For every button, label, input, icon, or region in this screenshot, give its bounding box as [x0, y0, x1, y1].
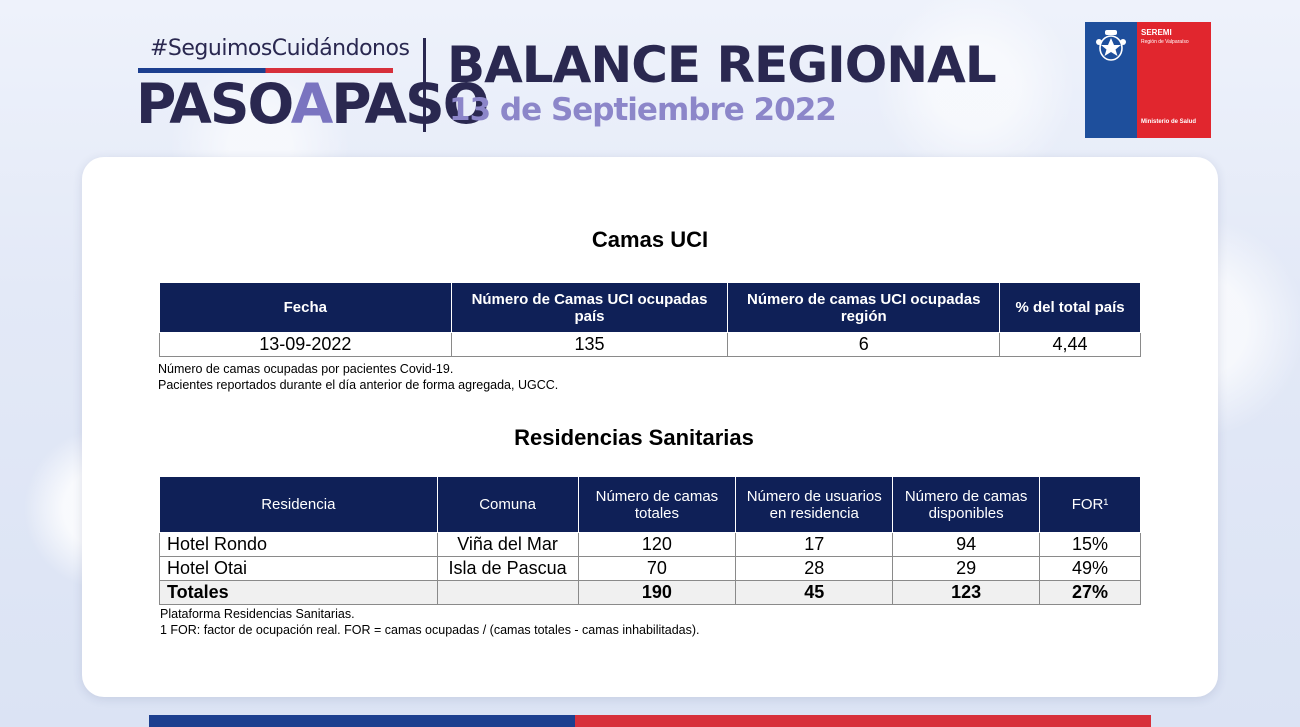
header-divider [423, 38, 426, 132]
uci-porcentaje: 4,44 [999, 332, 1141, 357]
residencias-table: Residencia Comuna Número de camas totale… [159, 476, 1141, 605]
brand-logo: PASOAPASO [136, 72, 490, 136]
totals-row: Totales 190 45 123 27% [159, 580, 1141, 605]
page-date: 13 de Septiembre 2022 [449, 92, 837, 128]
res-header-usuarios: Número de usuarios en residencia [735, 476, 894, 533]
res-cell: 49% [1039, 556, 1141, 581]
uci-header-pais: Número de Camas UCI ocupadas país [450, 282, 729, 333]
res-cell: Hotel Rondo [159, 532, 438, 557]
brand-mid: A [290, 72, 334, 136]
brand-left: PASO [136, 72, 293, 136]
hashtag: #SeguimosCuidándonos [150, 36, 410, 61]
coat-of-arms-icon [1096, 30, 1126, 61]
logo-blue-block [1085, 22, 1137, 138]
table-row: Hotel Otai Isla de Pascua 70 28 29 49% [159, 556, 1141, 581]
brand-right: PASO [331, 72, 489, 136]
res-cell: 120 [577, 532, 737, 557]
uci-header-fecha: Fecha [159, 282, 452, 333]
res-cell: 70 [577, 556, 737, 581]
totals-label: Totales [159, 580, 438, 605]
table-row: Hotel Rondo Viña del Mar 120 17 94 15% [159, 532, 1141, 557]
res-cell: Viña del Mar [436, 532, 579, 557]
page-title: BALANCE REGIONAL [447, 36, 997, 94]
content-card: Camas UCI Fecha Número de Camas UCI ocup… [82, 157, 1218, 697]
logo-region: Región de Valparaíso [1141, 39, 1189, 45]
res-cell: Hotel Otai [159, 556, 438, 581]
uci-note-1: Número de camas ocupadas por pacientes C… [158, 362, 454, 376]
uci-header-porcentaje: % del total país [999, 282, 1141, 333]
uci-note-2: Pacientes reportados durante el día ante… [158, 378, 559, 392]
uci-fecha: 13-09-2022 [159, 332, 452, 357]
uci-notes: Número de camas ocupadas por pacientes C… [158, 361, 558, 393]
res-cell: Isla de Pascua [436, 556, 579, 581]
tagline-bar [138, 68, 393, 73]
bottom-color-bar [149, 715, 1151, 727]
totals-cell [436, 580, 579, 605]
res-header-camas: Número de camas totales [577, 476, 737, 533]
res-header-residencia: Residencia [159, 476, 438, 533]
residencias-title: Residencias Sanitarias [514, 425, 754, 450]
res-cell: 29 [892, 556, 1041, 581]
res-header-comuna: Comuna [436, 476, 579, 533]
uci-header-region: Número de camas UCI ocupadas región [727, 282, 1001, 333]
logo-red-block: SEREMI Región de Valparaíso Ministerio d… [1137, 22, 1211, 138]
totals-cell: 45 [735, 580, 894, 605]
table-row: 13-09-2022 135 6 4,44 [159, 332, 1141, 357]
res-cell: 15% [1039, 532, 1141, 557]
uci-table: Fecha Número de Camas UCI ocupadas país … [159, 282, 1141, 357]
res-cell: 17 [735, 532, 894, 557]
totals-cell: 190 [577, 580, 737, 605]
logo-seremi: SEREMI [1141, 28, 1172, 37]
seremi-logo: SEREMI Región de Valparaíso Ministerio d… [1085, 22, 1211, 138]
res-cell: 94 [892, 532, 1041, 557]
uci-pais: 135 [450, 332, 729, 357]
uci-region: 6 [727, 332, 1001, 357]
res-header-for: FOR¹ [1039, 476, 1141, 533]
totals-cell: 123 [892, 580, 1041, 605]
uci-title: Camas UCI [591, 227, 709, 252]
residencias-notes: Plataforma Residencias Sanitarias. 1 FOR… [160, 606, 699, 638]
res-note-2: 1 FOR: factor de ocupación real. FOR = c… [160, 623, 700, 637]
logo-ministry: Ministerio de Salud [1141, 119, 1197, 125]
res-cell: 28 [735, 556, 894, 581]
totals-cell: 27% [1039, 580, 1141, 605]
res-note-1: Plataforma Residencias Sanitarias. [160, 607, 355, 621]
res-header-disponibles: Número de camas disponibles [892, 476, 1041, 533]
